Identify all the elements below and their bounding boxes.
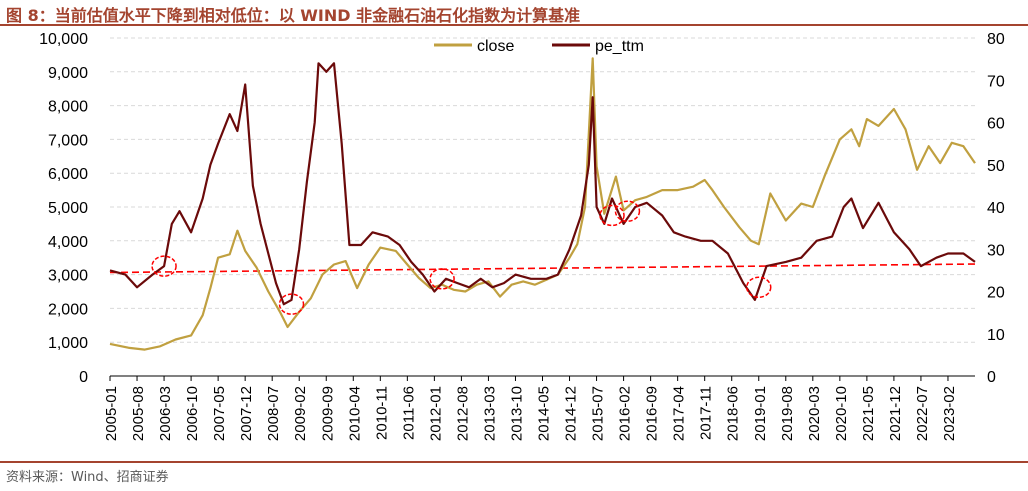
legend-pe-label: pe_ttm bbox=[595, 38, 644, 55]
x-tick-label: 2007-12 bbox=[238, 386, 255, 441]
x-tick-label: 2009-02 bbox=[292, 386, 309, 441]
y-right-tick-label: 30 bbox=[987, 242, 1005, 259]
highlight-circle bbox=[151, 255, 177, 277]
y-left-tick-label: 0 bbox=[79, 369, 88, 386]
x-tick-label: 2019-08 bbox=[779, 386, 796, 441]
y-left-tick-label: 3,000 bbox=[48, 268, 88, 285]
y-left-tick-label: 8,000 bbox=[48, 99, 88, 116]
y-left-tick-label: 4,000 bbox=[48, 234, 88, 251]
y-right-tick-label: 80 bbox=[987, 31, 1005, 48]
x-tick-label: 2010-11 bbox=[373, 386, 390, 440]
x-tick-label: 2020-10 bbox=[833, 386, 850, 441]
x-tick-label: 2007-05 bbox=[211, 386, 228, 441]
y-right-tick-label: 50 bbox=[987, 158, 1005, 175]
x-tick-label: 2021-05 bbox=[860, 386, 877, 441]
x-tick-label: 2018-06 bbox=[725, 386, 742, 441]
right-y-axis: 0 10 20 30 40 50 60 70 80 bbox=[987, 31, 1005, 386]
y-right-tick-label: 10 bbox=[987, 327, 1005, 344]
x-tick-label: 2011-06 bbox=[400, 386, 417, 440]
y-left-tick-label: 5,000 bbox=[48, 200, 88, 217]
y-left-tick-label: 1,000 bbox=[48, 335, 88, 352]
x-tick-label: 2023-02 bbox=[941, 386, 958, 441]
left-y-axis: 0 1,000 2,000 3,000 4,000 5,000 6,000 7,000 8,00… bbox=[39, 31, 88, 386]
figure-title: 图 8：当前估值水平下降到相对低位：以 WIND 非金融石油石化指数为计算基准 bbox=[6, 6, 581, 25]
legend-close-label: close bbox=[477, 38, 514, 55]
x-tick-label: 2016-09 bbox=[644, 386, 661, 441]
x-tick-label: 2019-01 bbox=[752, 386, 769, 441]
x-tick-label: 2008-07 bbox=[265, 386, 282, 441]
highlight-circle bbox=[599, 204, 625, 227]
y-right-tick-label: 60 bbox=[987, 116, 1005, 133]
highlight-layer bbox=[151, 200, 772, 315]
highlight-circle bbox=[278, 293, 305, 315]
series-line-pe_ttm bbox=[109, 62, 976, 306]
combo-line-chart: 0 1,000 2,000 3,000 4,000 5,000 6,000 7,000 8,00… bbox=[39, 31, 1005, 441]
x-tick-label: 2013-03 bbox=[481, 386, 498, 441]
x-tick-label: 2009-09 bbox=[319, 386, 336, 441]
y-right-tick-label: 70 bbox=[987, 73, 1005, 90]
x-tick-label: 2017-11 bbox=[698, 386, 715, 440]
title-rule bbox=[0, 24, 1028, 26]
x-tick-label: 2006-03 bbox=[157, 386, 174, 441]
trend-line bbox=[109, 263, 976, 274]
x-tick-label: 2012-01 bbox=[427, 386, 444, 441]
x-tick-label: 2015-07 bbox=[590, 386, 607, 441]
y-right-tick-label: 40 bbox=[987, 200, 1005, 217]
x-tick-label: 2017-04 bbox=[671, 386, 688, 441]
x-tick-label: 2010-04 bbox=[346, 386, 363, 441]
x-tick-label: 2021-12 bbox=[887, 386, 904, 441]
x-tick-label: 2006-10 bbox=[184, 386, 201, 441]
y-right-tick-label: 20 bbox=[987, 285, 1005, 302]
highlight-circle bbox=[614, 200, 641, 222]
y-right-tick-label: 0 bbox=[987, 369, 996, 386]
y-left-tick-label: 9,000 bbox=[48, 65, 88, 82]
footer-rule bbox=[0, 461, 1028, 463]
legend: close pe_ttm bbox=[434, 38, 644, 55]
x-tick-label: 2013-10 bbox=[508, 386, 525, 441]
x-tick-label: 2005-01 bbox=[103, 386, 120, 441]
x-tick-label: 2005-08 bbox=[130, 386, 147, 441]
trend-layer bbox=[109, 263, 976, 274]
highlight-circle bbox=[746, 276, 772, 299]
y-left-tick-label: 7,000 bbox=[48, 132, 88, 149]
x-tick-label: 2014-12 bbox=[563, 386, 580, 441]
x-tick-label: 2016-02 bbox=[617, 386, 634, 441]
source-note: 资料来源：Wind、招商证券 bbox=[6, 470, 169, 485]
y-left-tick-label: 6,000 bbox=[48, 166, 88, 183]
gridlines bbox=[110, 37, 975, 343]
x-tick-label: 2014-05 bbox=[536, 386, 553, 441]
series-layer bbox=[109, 57, 976, 351]
x-tick-label: 2022-07 bbox=[914, 386, 931, 441]
x-tick-label: 2020-03 bbox=[806, 386, 823, 441]
highlight-circle bbox=[429, 268, 455, 290]
y-left-tick-label: 2,000 bbox=[48, 301, 88, 318]
y-left-tick-label: 10,000 bbox=[39, 31, 88, 48]
x-tick-label: 2012-08 bbox=[454, 386, 471, 441]
x-axis: 2005-01 2005-08 2006-03 2006-10 2007-05 2007-… bbox=[103, 375, 975, 441]
